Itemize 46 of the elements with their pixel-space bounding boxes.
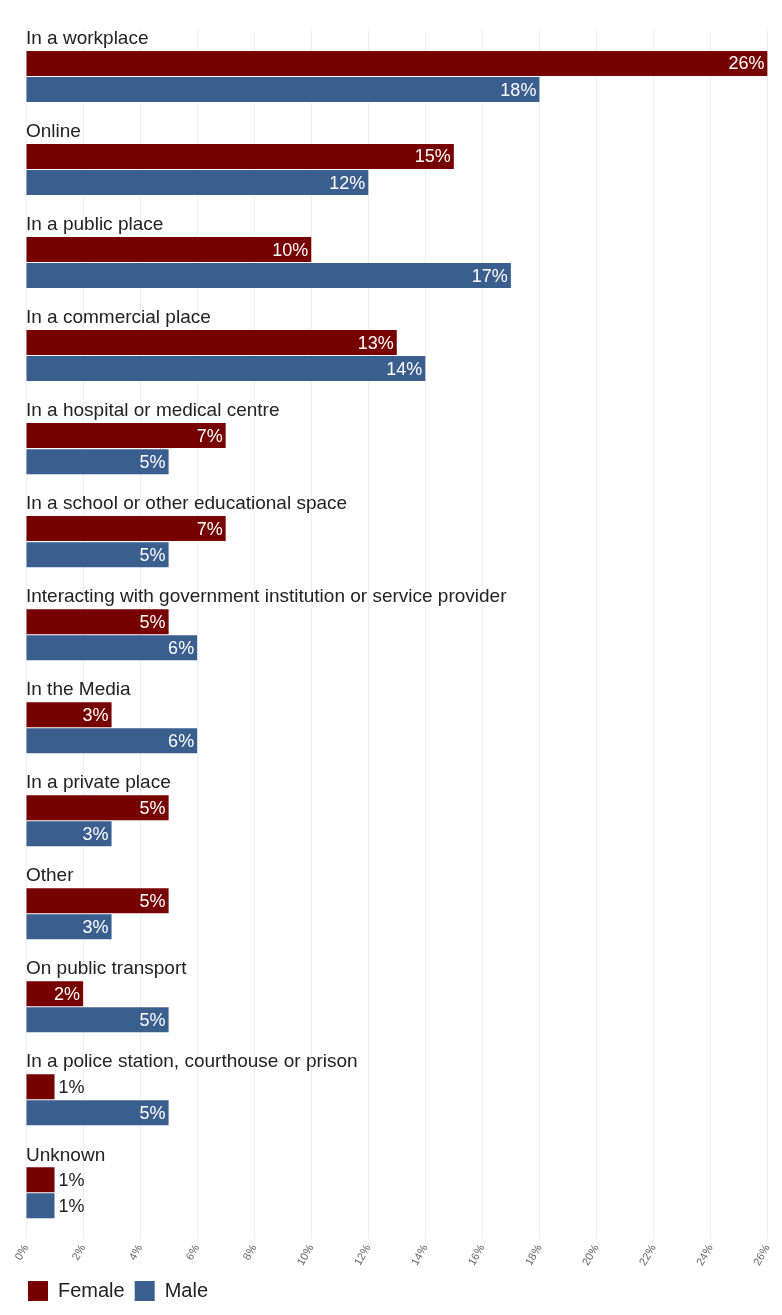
y-tick-label: In a police station, courthouse or prison <box>26 1050 358 1072</box>
y-tick-label: In a private place <box>26 771 171 793</box>
y-tick-label: Unknown <box>26 1143 106 1165</box>
data-label: 5% <box>139 544 166 565</box>
x-tick-label: 2% <box>69 1241 88 1262</box>
legend-label: Male <box>164 1278 209 1301</box>
data-label: 1% <box>58 1195 85 1216</box>
data-label: 6% <box>168 637 195 658</box>
data-label: 14% <box>386 358 423 379</box>
data-label: 3% <box>82 916 109 937</box>
x-tick-label: 0% <box>12 1241 31 1262</box>
data-label: 3% <box>82 823 109 844</box>
data-label: 15% <box>414 146 451 167</box>
data-label: 17% <box>471 265 508 286</box>
data-label: 7% <box>196 425 223 446</box>
y-tick-label: In a workplace <box>26 27 149 49</box>
y-tick-label: In a school or other educational space <box>26 492 348 514</box>
data-label: 18% <box>500 79 537 100</box>
data-label: 7% <box>196 518 223 539</box>
y-tick-label: In the Media <box>26 678 131 700</box>
data-label: 5% <box>139 451 166 472</box>
y-tick-label: Interacting with government institution or service provider <box>26 585 508 607</box>
data-label: 3% <box>82 704 109 725</box>
data-label: 6% <box>168 730 195 751</box>
legend-label: Female <box>58 1278 125 1301</box>
data-label: 5% <box>139 611 166 632</box>
data-label: 5% <box>139 1102 166 1123</box>
data-label: 10% <box>272 239 309 260</box>
y-tick-label: On public transport <box>26 957 188 979</box>
y-tick-label: Online <box>26 120 81 142</box>
y-tick-label: In a hospital or medical centre <box>26 399 280 421</box>
x-tick-label: 4% <box>126 1241 145 1262</box>
y-tick-label: In a public place <box>26 213 164 235</box>
x-tick-label: 6% <box>183 1241 202 1262</box>
data-label: 5% <box>139 890 166 911</box>
data-label: 26% <box>728 53 765 74</box>
data-label: 5% <box>139 1009 166 1030</box>
data-label: 1% <box>58 1169 85 1190</box>
data-label: 12% <box>329 172 366 193</box>
data-label: 2% <box>54 983 81 1004</box>
y-tick-label: Other <box>26 864 75 886</box>
data-label: 1% <box>58 1076 85 1097</box>
y-tick-label: In a commercial place <box>26 306 211 328</box>
x-tick-label: 8% <box>240 1241 259 1262</box>
data-label: 5% <box>139 797 166 818</box>
data-label: 13% <box>357 332 394 353</box>
